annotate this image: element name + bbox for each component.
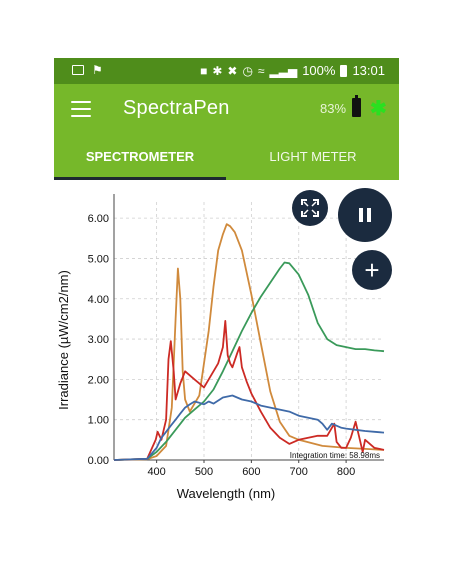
add-button[interactable]: + [352, 250, 392, 290]
status-bar: ⚑ ■ ✱ ✖ ◷ ≈ ▂▃▅ 100% 13:01 [54, 58, 399, 84]
status-right-icons: ■ ✱ ✖ ◷ ≈ ▂▃▅ 100% 13:01 [200, 63, 385, 78]
chart-series [113, 223, 385, 461]
mute-icon: ✖ [227, 63, 238, 78]
y-tick-label: 1.00 [88, 415, 109, 427]
x-tick-label: 600 [242, 466, 260, 478]
y-tick-label: 5.00 [88, 253, 109, 265]
signal-icon: ▂▃▅ [269, 63, 298, 78]
series-line-3 [113, 394, 385, 461]
fullscreen-button[interactable] [292, 190, 328, 226]
series-line-2 [113, 320, 385, 461]
app-bar: SpectraPen 83% ✱ [54, 84, 399, 136]
alarm-icon: ◷ [242, 63, 253, 78]
y-tick-label: 3.00 [88, 334, 109, 346]
spectrum-chart: 0.00 1.00 2.00 3.00 4.00 5.00 6.00 400 500 600 700… [54, 180, 399, 524]
series-line-0 [113, 223, 385, 461]
x-axis-label: Wavelength (nm) [177, 486, 276, 501]
hamburger-menu-icon[interactable] [71, 101, 91, 117]
pause-button[interactable] [338, 188, 392, 242]
plus-icon: + [364, 254, 380, 285]
integration-time-label: Integration time: 58.98ms [290, 451, 380, 460]
device-battery-icon [352, 95, 361, 117]
spectrum-chart-svg: 0.00 1.00 2.00 3.00 4.00 5.00 6.00 400 500 600 700… [56, 194, 385, 501]
x-tick-label: 800 [337, 466, 355, 478]
device-battery-percent: 83% [320, 101, 347, 116]
x-tick-label: 700 [290, 466, 308, 478]
lock-icon: ■ [200, 63, 208, 78]
app-title: SpectraPen [123, 97, 230, 119]
status-left-icons: ⚑ [72, 63, 103, 77]
tab-light-meter[interactable]: LIGHT METER [269, 149, 357, 164]
active-tab-indicator [54, 177, 226, 180]
bluetooth-icon[interactable]: ✱ [370, 98, 387, 120]
tab-spectrometer[interactable]: SPECTROMETER [85, 149, 195, 164]
wifi-icon: ≈ [257, 63, 265, 78]
y-axis-label: Irradiance (µW/cm2/nm) [56, 270, 71, 410]
fullscreen-icon [301, 199, 319, 217]
tab-bar: SPECTROMETER LIGHT METER [54, 136, 399, 180]
y-tick-label: 6.00 [88, 213, 109, 225]
x-tick-label: 500 [195, 466, 213, 478]
phone-screen: ⚑ ■ ✱ ✖ ◷ ≈ ▂▃▅ 100% 13:01 SpectraPen 83… [54, 58, 399, 524]
flag-icon: ⚑ [92, 63, 103, 77]
gallery-icon [72, 65, 84, 75]
phone-battery-icon [340, 64, 348, 77]
clock: 13:01 [352, 63, 385, 78]
y-tick-label: 2.00 [88, 374, 109, 386]
chart-grid [114, 202, 384, 461]
x-tick-label: 400 [147, 466, 165, 478]
bluetooth-status-icon: ✱ [212, 63, 223, 78]
series-line-1 [113, 261, 385, 461]
chart-axes: 0.00 1.00 2.00 3.00 4.00 5.00 6.00 400 500 600 700… [88, 194, 384, 478]
y-tick-label: 4.00 [88, 294, 109, 306]
battery-percent: 100% [302, 63, 336, 78]
pause-icon [359, 208, 371, 222]
y-tick-label: 0.00 [88, 455, 109, 467]
